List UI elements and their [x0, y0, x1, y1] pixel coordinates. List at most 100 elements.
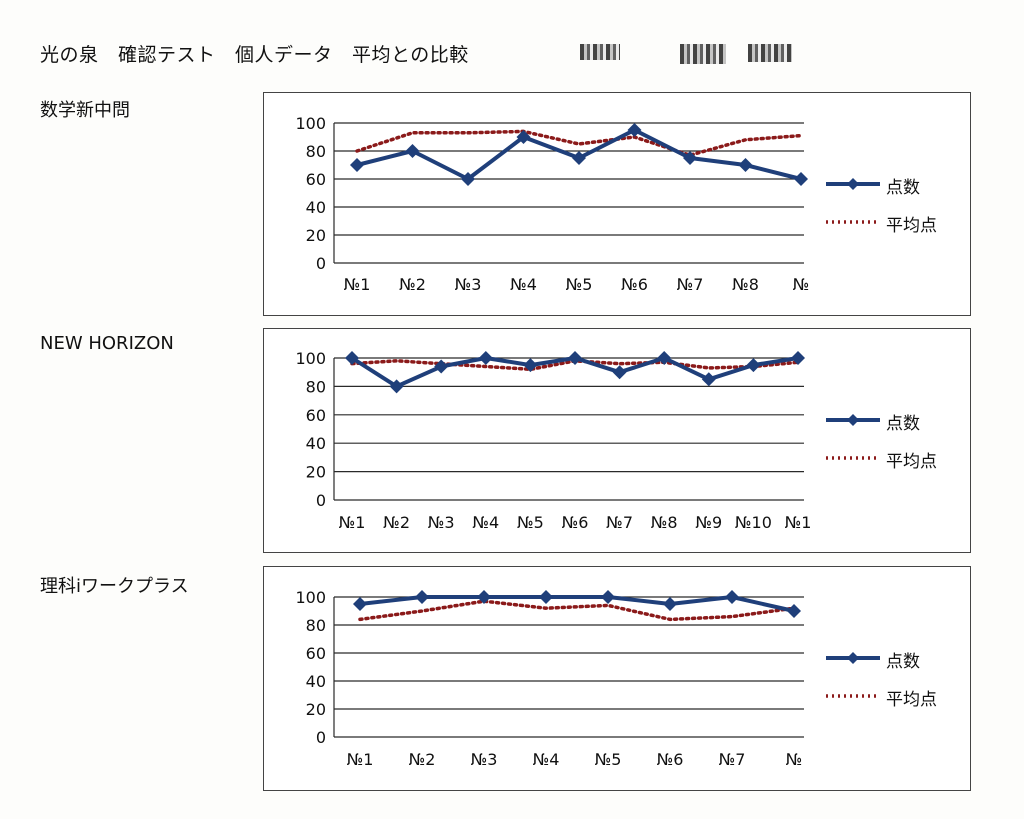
x-tick-label: №4: [533, 750, 560, 769]
x-tick-label: №: [786, 750, 803, 769]
x-tick-label: №1: [785, 513, 812, 532]
x-tick-label: №10: [735, 513, 772, 532]
data-point-score: [612, 365, 627, 380]
x-tick-label: №5: [595, 750, 622, 769]
chart-english-svg: 0 20 40 60 80 100 №1 №2 №3 №4 №5 №6 №7 №8 №9 №10 №1: [295, 349, 812, 532]
x-tick-label: №1: [344, 275, 371, 294]
x-tick-label: №5: [517, 513, 544, 532]
data-point-score: [701, 372, 716, 387]
data-point-score: [663, 597, 677, 611]
x-tick-label: №3: [428, 513, 455, 532]
series-line-average: [355, 129, 803, 158]
data-point-score: [478, 351, 493, 365]
data-point-score: [794, 172, 808, 186]
y-tick-label: 100: [295, 349, 326, 368]
series-line-average: [358, 599, 796, 622]
data-point-score: [657, 351, 672, 365]
section-title-english: NEW HORIZON: [40, 333, 174, 354]
y-tick-label: 0: [316, 491, 326, 510]
x-tick-label: №8: [651, 513, 678, 532]
average-line-swatch: [826, 220, 880, 224]
data-point-score: [539, 590, 553, 604]
data-point-score: [477, 590, 491, 604]
y-tick-label: 40: [306, 198, 326, 217]
score-line-swatch: [826, 652, 880, 664]
x-tick-label: №5: [566, 275, 593, 294]
x-tick-label: №6: [621, 275, 648, 294]
chart-science: 0 20 40 60 80 100 №1 №2 №3 №4 №5 №6 №7 № 点数 平均点: [263, 566, 971, 791]
redacted-name-block-2: [680, 44, 726, 64]
y-tick-label: 0: [316, 254, 326, 273]
data-point-score: [627, 123, 642, 137]
y-tick-label: 100: [295, 588, 326, 607]
legend-label-score: 点数: [886, 652, 920, 672]
y-tick-label: 80: [306, 616, 326, 635]
data-point-score: [601, 590, 615, 604]
y-tick-label: 20: [306, 700, 326, 719]
data-point-score: [415, 590, 429, 604]
data-point-score: [461, 172, 475, 186]
data-point-score: [683, 151, 697, 165]
legend-label-average: 平均点: [886, 690, 937, 710]
section-title-science: 理科iワークプラス: [40, 576, 189, 597]
y-tick-label: 20: [306, 463, 326, 482]
data-point-score: [725, 590, 739, 604]
x-tick-label: №7: [719, 750, 746, 769]
y-tick-label: 40: [306, 672, 326, 691]
legend-label-score: 点数: [886, 178, 920, 198]
y-tick-label: 100: [295, 114, 326, 133]
x-tick-label: №7: [606, 513, 633, 532]
data-point-score: [345, 351, 359, 365]
data-point-score: [738, 158, 753, 172]
x-tick-label: №1: [347, 750, 374, 769]
x-tick-label: №6: [657, 750, 684, 769]
data-point-score: [568, 351, 582, 365]
y-tick-label: 60: [306, 406, 326, 425]
chart-science-svg: 0 20 40 60 80 100 №1 №2 №3 №4 №5 №6 №7 №: [295, 588, 804, 769]
x-tick-label: №3: [471, 750, 498, 769]
y-tick-label: 20: [306, 226, 326, 245]
y-tick-label: 80: [306, 142, 326, 161]
data-point-score: [791, 351, 805, 365]
redacted-name-block: [580, 44, 620, 60]
average-line-swatch: [826, 694, 880, 698]
chart-english: 0 20 40 60 80 100 №1 №2 №3 №4 №5 №6 №7 №8 №9 №10 №1 点数 平…: [263, 328, 971, 553]
x-tick-label: №: [793, 275, 810, 294]
y-tick-label: 60: [306, 170, 326, 189]
section-title-math: 数学新中問: [40, 100, 130, 121]
average-line-swatch: [826, 456, 880, 460]
x-tick-label: №1: [339, 513, 366, 532]
chart-math-svg: 0 20 40 60 80 100 №1 №2 №3 №4 №5 №6 №7 №8 №: [295, 114, 810, 294]
redacted-name-block-3: [748, 44, 792, 62]
page-title: 光の泉 確認テスト 個人データ 平均との比較: [40, 44, 469, 66]
data-point-score: [389, 379, 404, 394]
x-tick-label: №4: [472, 513, 499, 532]
x-tick-label: №2: [383, 513, 410, 532]
legend-label-average: 平均点: [886, 452, 937, 472]
x-tick-label: №2: [399, 275, 426, 294]
x-tick-label: №2: [409, 750, 436, 769]
series-line-score: [359, 595, 795, 613]
y-tick-label: 0: [316, 728, 326, 747]
y-tick-label: 80: [306, 377, 326, 396]
x-tick-label: №8: [732, 275, 759, 294]
chart-math: 0 20 40 60 80 100 №1 №2 №3 №4 №5 №6 №7 №8 № 点数 平均点: [263, 92, 971, 316]
x-tick-label: №6: [562, 513, 589, 532]
x-tick-label: №7: [677, 275, 704, 294]
data-point-score: [572, 151, 586, 165]
data-point-score: [516, 130, 531, 144]
x-tick-label: №9: [695, 513, 722, 532]
legend-label-score: 点数: [886, 414, 920, 434]
score-line-swatch: [826, 414, 880, 426]
score-line-swatch: [826, 178, 880, 190]
legend-label-average: 平均点: [886, 216, 937, 236]
y-tick-label: 60: [306, 644, 326, 663]
data-point-score: [350, 158, 364, 172]
data-point-score: [787, 604, 801, 618]
x-tick-label: №3: [455, 275, 482, 294]
data-point-score: [434, 359, 449, 374]
data-point-score: [405, 144, 420, 158]
data-point-score: [746, 358, 761, 373]
y-tick-label: 40: [306, 434, 326, 453]
data-point-score: [523, 358, 538, 373]
